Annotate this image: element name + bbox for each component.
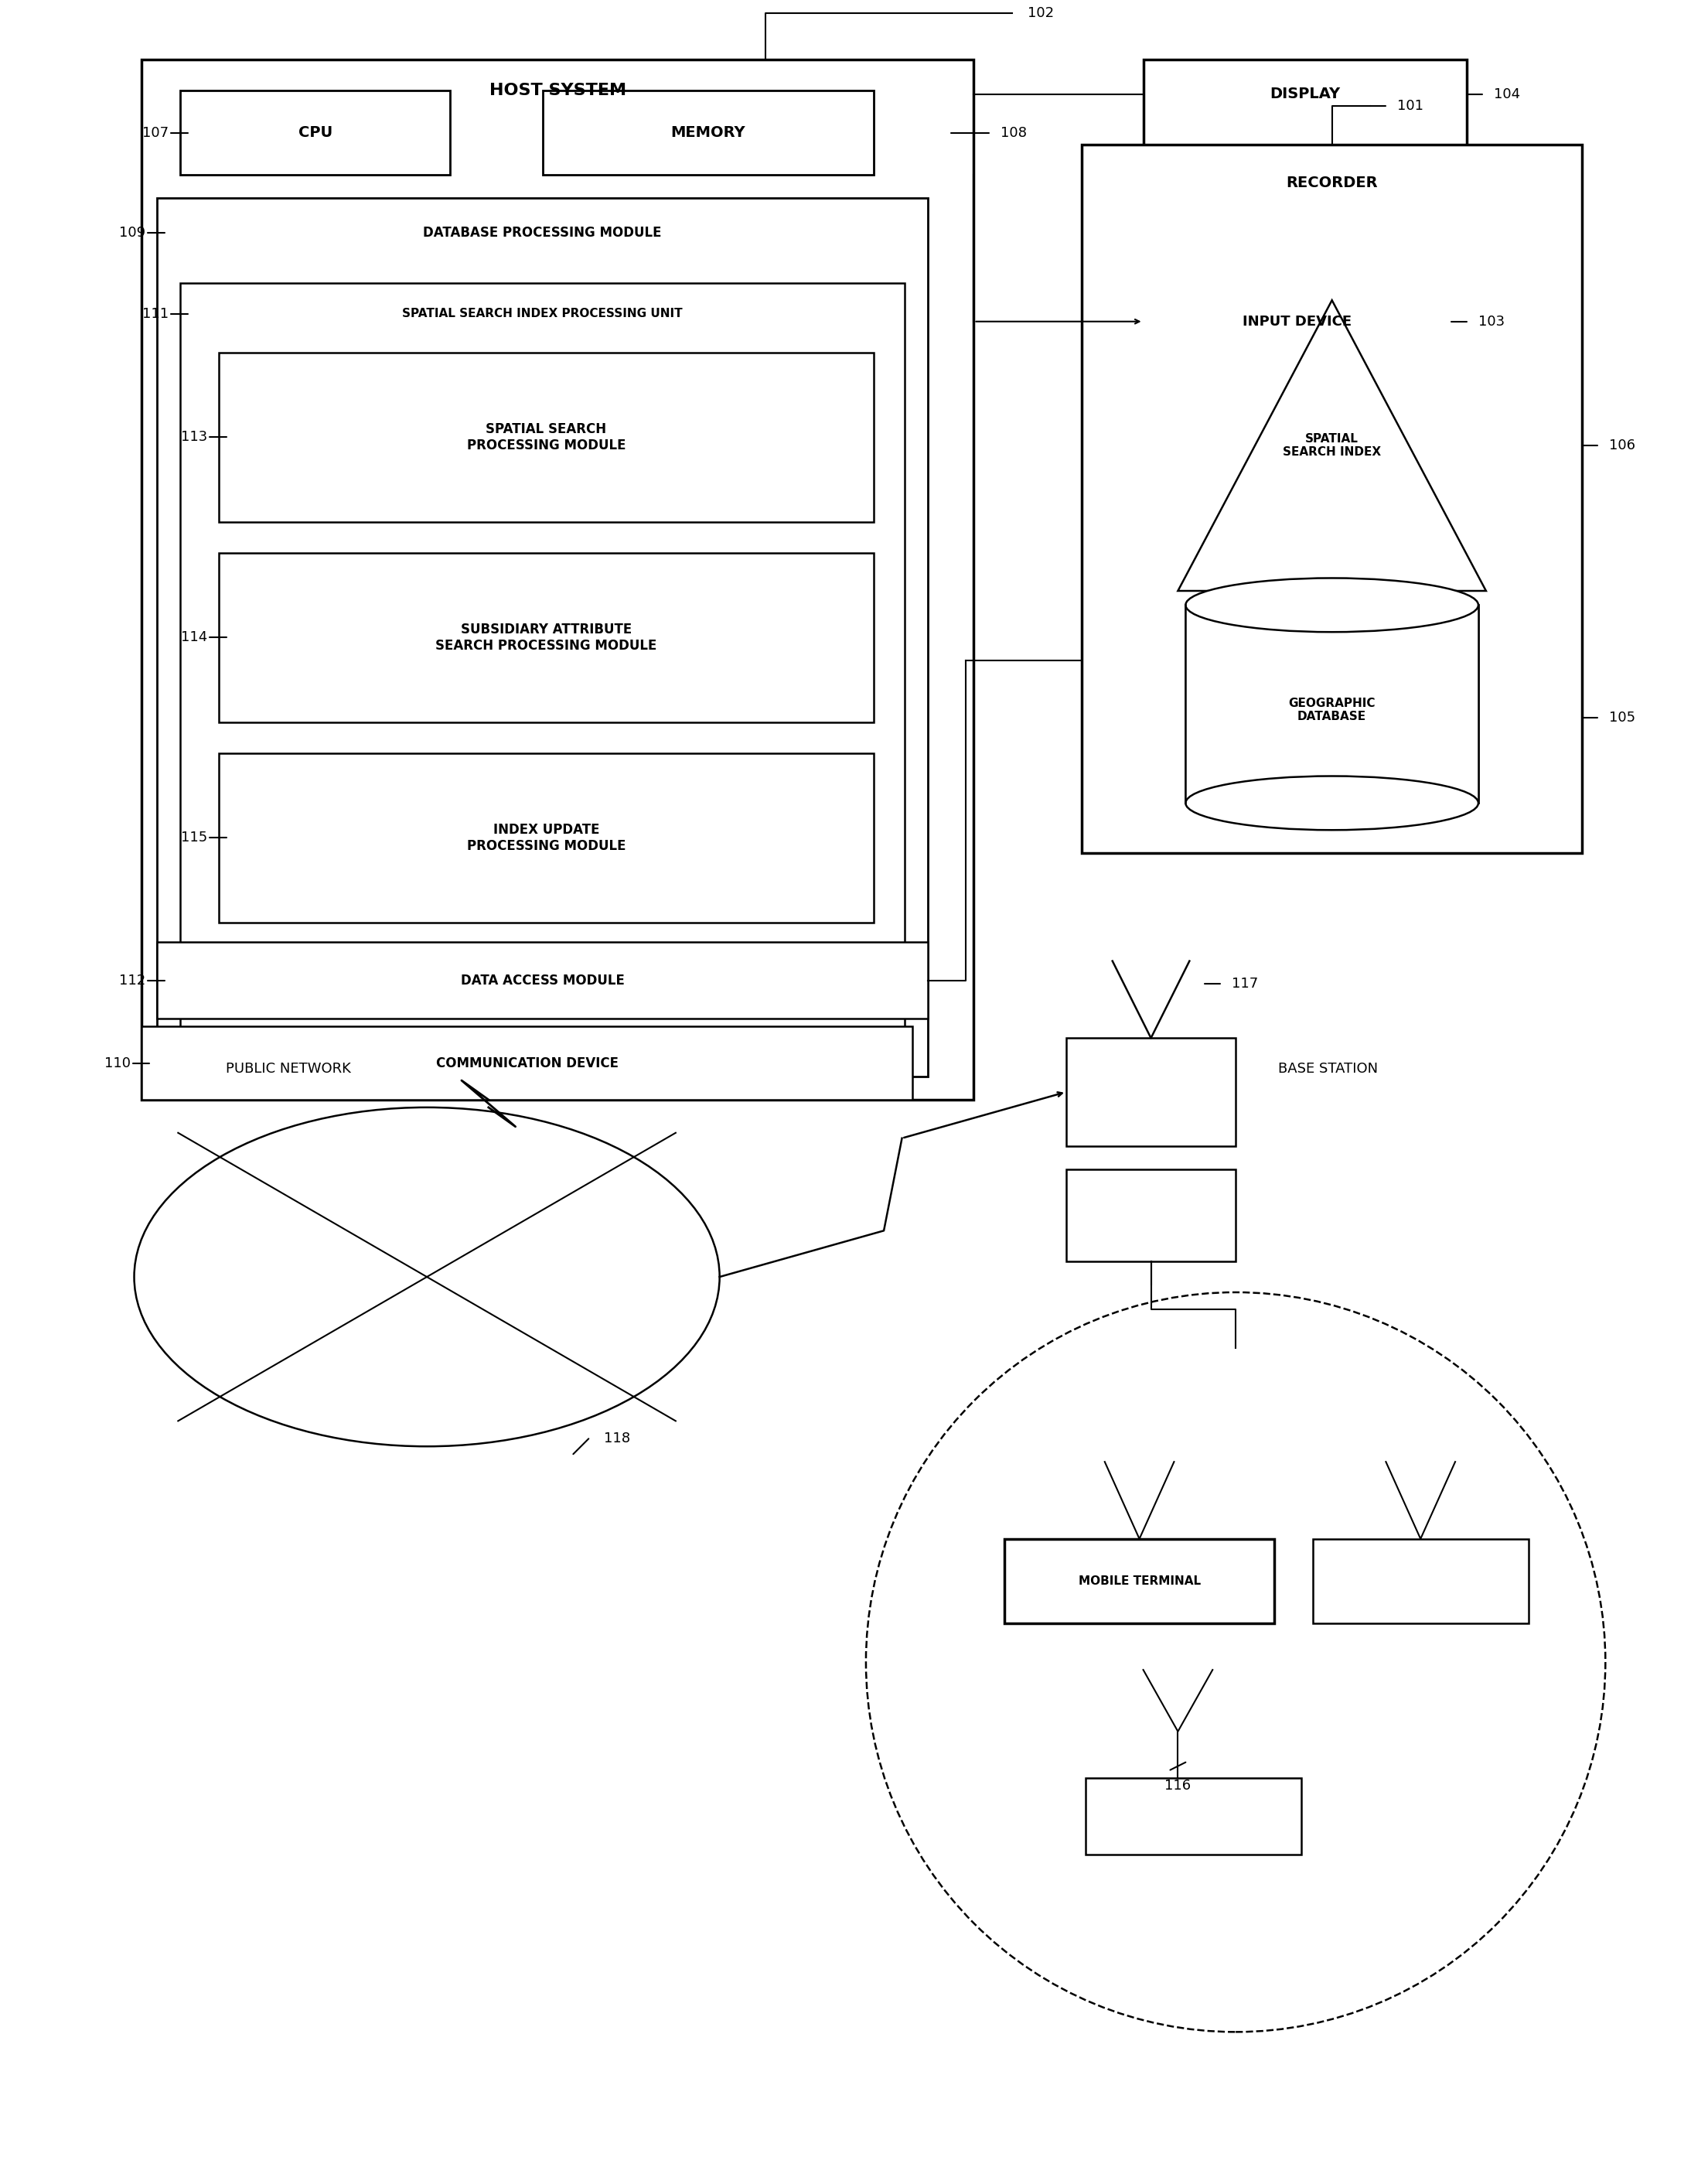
Text: RECORDER: RECORDER bbox=[1286, 176, 1378, 191]
Bar bbox=[1004, 1539, 1274, 1623]
Text: DATA ACCESS MODULE: DATA ACCESS MODULE bbox=[461, 973, 625, 988]
Polygon shape bbox=[1185, 605, 1479, 804]
Text: DISPLAY: DISPLAY bbox=[1269, 87, 1341, 102]
Bar bbox=[142, 1027, 912, 1099]
Bar bbox=[1313, 1539, 1529, 1623]
Text: SPATIAL
SEARCH INDEX: SPATIAL SEARCH INDEX bbox=[1283, 433, 1382, 457]
Text: 102: 102 bbox=[1028, 7, 1054, 20]
Bar bbox=[181, 284, 905, 1053]
Text: 107: 107 bbox=[142, 126, 169, 139]
Text: 108: 108 bbox=[1001, 126, 1027, 139]
Bar bbox=[1066, 1038, 1235, 1146]
Text: 101: 101 bbox=[1397, 100, 1424, 113]
Text: HOST SYSTEM: HOST SYSTEM bbox=[490, 82, 627, 98]
Text: 111: 111 bbox=[142, 308, 169, 321]
Bar bbox=[157, 197, 927, 1077]
Text: BASE STATION: BASE STATION bbox=[1278, 1062, 1378, 1075]
Text: 114: 114 bbox=[181, 631, 207, 644]
Text: 118: 118 bbox=[605, 1432, 630, 1445]
Bar bbox=[142, 59, 974, 1099]
Ellipse shape bbox=[1185, 776, 1479, 830]
Text: 106: 106 bbox=[1609, 438, 1636, 453]
Bar bbox=[181, 91, 449, 176]
Text: 104: 104 bbox=[1494, 87, 1520, 102]
Text: SPATIAL SEARCH
PROCESSING MODULE: SPATIAL SEARCH PROCESSING MODULE bbox=[466, 423, 625, 453]
Text: 109: 109 bbox=[120, 225, 145, 241]
Bar bbox=[1066, 1168, 1235, 1261]
Ellipse shape bbox=[1185, 579, 1479, 633]
Bar bbox=[1143, 59, 1467, 215]
Text: SUBSIDIARY ATTRIBUTE
SEARCH PROCESSING MODULE: SUBSIDIARY ATTRIBUTE SEARCH PROCESSING M… bbox=[436, 622, 658, 652]
Text: MEMORY: MEMORY bbox=[671, 126, 745, 141]
Text: INDEX UPDATE
PROCESSING MODULE: INDEX UPDATE PROCESSING MODULE bbox=[466, 823, 625, 854]
Text: 117: 117 bbox=[1231, 977, 1259, 990]
Text: MOBILE TERMINAL: MOBILE TERMINAL bbox=[1078, 1575, 1201, 1586]
Bar bbox=[1213, 160, 1255, 195]
Text: COMMUNICATION DEVICE: COMMUNICATION DEVICE bbox=[436, 1055, 618, 1070]
Text: PUBLIC NETWORK: PUBLIC NETWORK bbox=[225, 1062, 350, 1075]
Bar bbox=[1143, 284, 1452, 360]
Text: SPATIAL SEARCH INDEX PROCESSING UNIT: SPATIAL SEARCH INDEX PROCESSING UNIT bbox=[401, 308, 683, 319]
Bar bbox=[157, 943, 927, 1018]
Bar bbox=[1271, 160, 1313, 195]
Text: 113: 113 bbox=[181, 429, 207, 444]
Text: INPUT DEVICE: INPUT DEVICE bbox=[1243, 314, 1351, 329]
Bar bbox=[1086, 1777, 1301, 1855]
Text: CPU: CPU bbox=[299, 126, 333, 141]
Bar bbox=[219, 553, 874, 722]
Text: 115: 115 bbox=[181, 830, 207, 845]
Text: DATABASE PROCESSING MODULE: DATABASE PROCESSING MODULE bbox=[424, 225, 661, 241]
Bar bbox=[219, 752, 874, 923]
Bar bbox=[1081, 145, 1582, 854]
Text: 103: 103 bbox=[1479, 314, 1505, 329]
Text: 105: 105 bbox=[1609, 711, 1636, 724]
Text: 116: 116 bbox=[1165, 1779, 1190, 1792]
Bar bbox=[543, 91, 874, 176]
Text: GEOGRAPHIC
DATABASE: GEOGRAPHIC DATABASE bbox=[1288, 698, 1375, 722]
Text: 110: 110 bbox=[104, 1055, 130, 1070]
Text: 112: 112 bbox=[120, 973, 145, 988]
Bar bbox=[219, 353, 874, 522]
